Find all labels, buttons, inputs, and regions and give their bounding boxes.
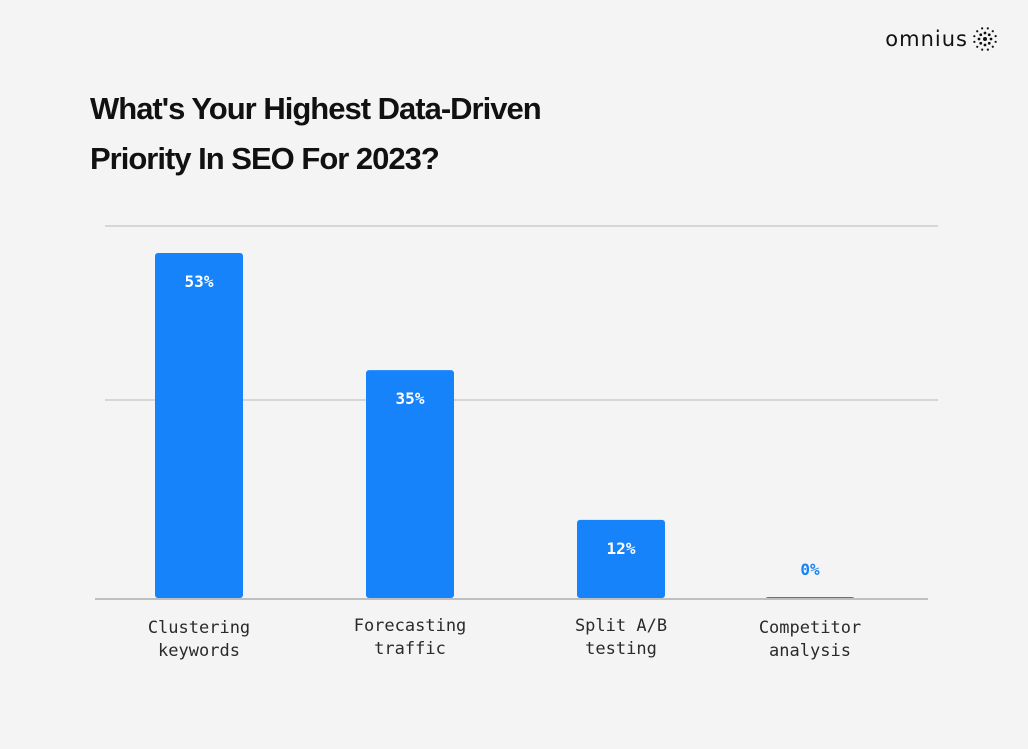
category-label-1-line-1: Forecasting <box>354 616 467 636</box>
bar-value-label-0: 53% <box>185 272 214 291</box>
bar-1 <box>366 370 454 598</box>
brand-logo: omnius <box>885 26 998 52</box>
chart-title: What's Your Highest Data-Driven Priority… <box>90 84 650 184</box>
bar-value-label-1: 35% <box>396 389 425 408</box>
chart-title-line-2: Priority In SEO For 2023? <box>90 141 440 176</box>
category-label-3-line-1: Competitor <box>759 618 861 638</box>
bar-0 <box>155 253 243 598</box>
category-label-2-line-1: Split A/B <box>575 616 667 636</box>
brand-name: omnius <box>885 27 968 51</box>
category-label-2-line-2: testing <box>585 639 657 659</box>
category-label-1-line-2: traffic <box>374 639 446 659</box>
chart-title-line-1: What's Your Highest Data-Driven <box>90 91 542 126</box>
bar-value-label-3: 0% <box>800 560 820 579</box>
category-label-0-line-2: keywords <box>158 641 240 661</box>
category-label-3-line-2: analysis <box>769 641 851 661</box>
omnius-dot-mark-icon <box>973 27 997 51</box>
bar-value-label-2: 12% <box>607 539 636 558</box>
category-label-0-line-1: Clustering <box>148 618 250 638</box>
bar-3 <box>766 597 854 598</box>
bar-2 <box>577 519 665 598</box>
